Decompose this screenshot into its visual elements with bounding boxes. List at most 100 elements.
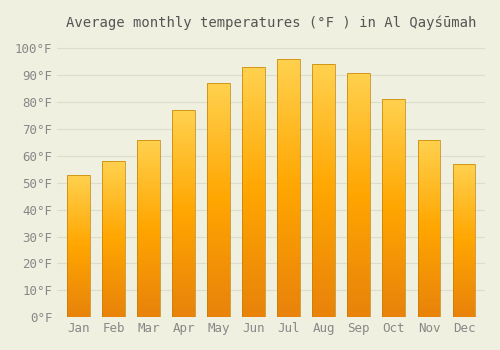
Bar bbox=[278, 247, 300, 250]
Bar bbox=[452, 224, 475, 225]
Bar bbox=[172, 120, 195, 122]
Bar bbox=[67, 177, 90, 179]
Bar bbox=[172, 189, 195, 191]
Bar bbox=[278, 219, 300, 222]
Bar bbox=[452, 271, 475, 273]
Bar bbox=[278, 201, 300, 204]
Bar bbox=[348, 134, 370, 136]
Bar bbox=[312, 297, 335, 300]
Bar bbox=[452, 218, 475, 219]
Bar bbox=[418, 150, 440, 152]
Bar bbox=[348, 175, 370, 178]
Bar bbox=[172, 259, 195, 261]
Bar bbox=[348, 102, 370, 104]
Bar bbox=[312, 70, 335, 72]
Bar bbox=[348, 195, 370, 197]
Bar bbox=[278, 59, 300, 317]
Bar bbox=[207, 205, 230, 207]
Bar bbox=[102, 278, 125, 280]
Bar bbox=[172, 315, 195, 317]
Bar bbox=[418, 205, 440, 207]
Bar bbox=[312, 261, 335, 264]
Bar bbox=[452, 293, 475, 294]
Bar bbox=[278, 90, 300, 93]
Bar bbox=[242, 70, 265, 72]
Bar bbox=[452, 230, 475, 231]
Bar bbox=[67, 185, 90, 186]
Bar bbox=[102, 219, 125, 220]
Bar bbox=[172, 201, 195, 203]
Bar bbox=[452, 237, 475, 239]
Bar bbox=[312, 168, 335, 170]
Bar bbox=[172, 228, 195, 230]
Bar bbox=[452, 208, 475, 210]
Bar bbox=[137, 159, 160, 161]
Bar bbox=[67, 260, 90, 261]
Bar bbox=[242, 80, 265, 82]
Bar bbox=[312, 282, 335, 284]
Bar bbox=[348, 293, 370, 295]
Bar bbox=[348, 253, 370, 256]
Bar bbox=[102, 208, 125, 210]
Bar bbox=[67, 250, 90, 252]
Bar bbox=[102, 193, 125, 194]
Bar bbox=[452, 207, 475, 208]
Bar bbox=[312, 279, 335, 282]
Bar bbox=[207, 128, 230, 130]
Bar bbox=[418, 166, 440, 168]
Bar bbox=[137, 276, 160, 278]
Bar bbox=[418, 140, 440, 141]
Bar bbox=[137, 184, 160, 186]
Bar bbox=[102, 313, 125, 314]
Bar bbox=[172, 226, 195, 228]
Bar bbox=[452, 167, 475, 169]
Bar bbox=[452, 257, 475, 259]
Bar bbox=[312, 239, 335, 241]
Bar bbox=[348, 109, 370, 112]
Bar bbox=[67, 210, 90, 212]
Bar bbox=[312, 236, 335, 239]
Bar bbox=[242, 175, 265, 177]
Bar bbox=[312, 226, 335, 229]
Bar bbox=[207, 189, 230, 191]
Bar bbox=[67, 297, 90, 299]
Bar bbox=[242, 85, 265, 87]
Bar bbox=[312, 82, 335, 85]
Bar bbox=[137, 175, 160, 177]
Bar bbox=[382, 224, 406, 226]
Bar bbox=[207, 139, 230, 142]
Bar bbox=[207, 226, 230, 228]
Bar bbox=[348, 114, 370, 117]
Bar bbox=[242, 110, 265, 112]
Bar bbox=[348, 85, 370, 87]
Bar bbox=[382, 258, 406, 260]
Bar bbox=[452, 166, 475, 167]
Bar bbox=[452, 173, 475, 175]
Bar bbox=[312, 229, 335, 231]
Bar bbox=[207, 182, 230, 184]
Bar bbox=[67, 215, 90, 216]
Bar bbox=[278, 206, 300, 209]
Bar bbox=[382, 158, 406, 160]
Bar bbox=[382, 199, 406, 202]
Bar bbox=[382, 102, 406, 104]
Bar bbox=[382, 293, 406, 295]
Bar bbox=[137, 229, 160, 230]
Bar bbox=[452, 196, 475, 198]
Bar bbox=[418, 305, 440, 307]
Bar bbox=[137, 145, 160, 147]
Bar bbox=[382, 110, 406, 112]
Bar bbox=[312, 315, 335, 317]
Bar bbox=[452, 284, 475, 285]
Bar bbox=[348, 121, 370, 124]
Bar bbox=[382, 121, 406, 124]
Bar bbox=[452, 225, 475, 227]
Bar bbox=[137, 140, 160, 317]
Bar bbox=[172, 166, 195, 168]
Bar bbox=[242, 217, 265, 220]
Bar bbox=[172, 216, 195, 218]
Bar bbox=[137, 166, 160, 168]
Bar bbox=[242, 177, 265, 180]
Bar bbox=[102, 266, 125, 267]
Bar bbox=[312, 163, 335, 166]
